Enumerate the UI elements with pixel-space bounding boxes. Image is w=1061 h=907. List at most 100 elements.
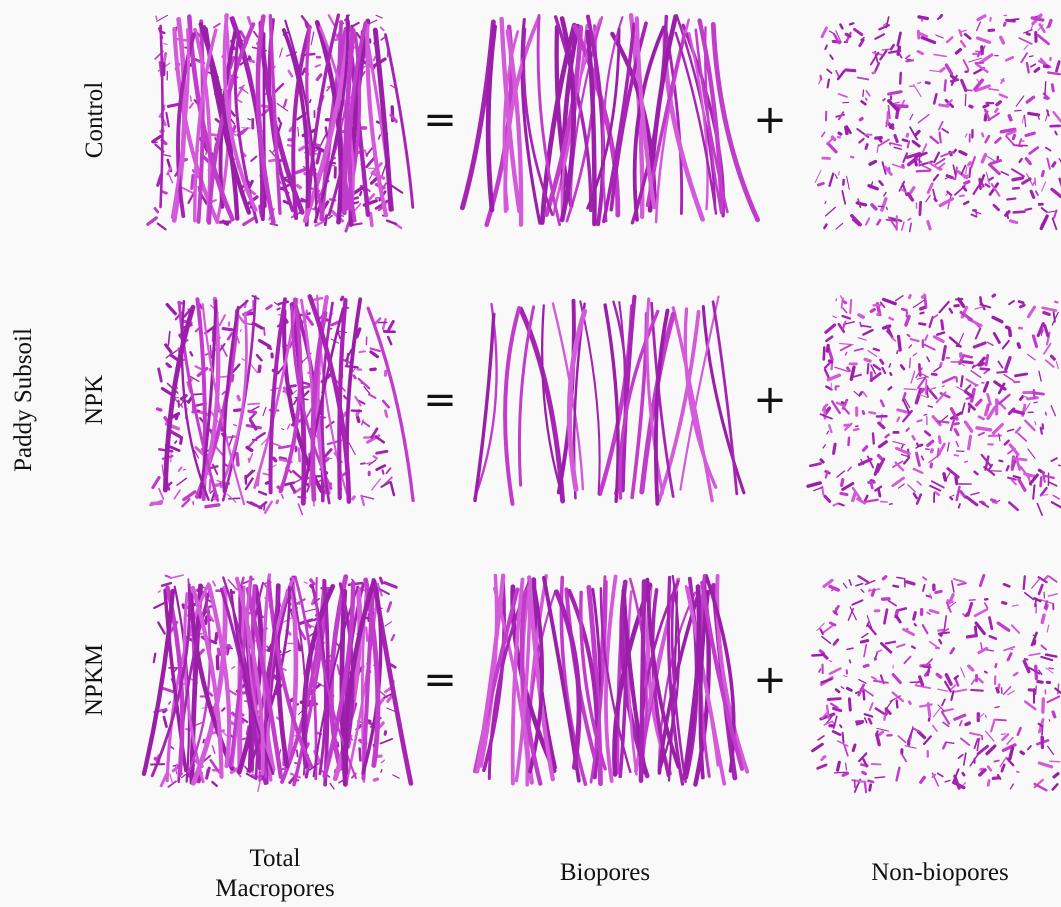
pore	[824, 348, 825, 360]
pore	[1041, 646, 1046, 650]
pore	[290, 128, 292, 131]
pore	[961, 376, 963, 386]
pore	[1053, 218, 1057, 229]
pore	[190, 96, 191, 101]
row-label: NPK	[81, 375, 109, 425]
pore	[814, 487, 822, 490]
pore	[849, 438, 850, 445]
pore	[861, 326, 870, 327]
pore	[908, 194, 912, 200]
pore	[1004, 584, 1009, 586]
pore	[928, 704, 930, 717]
pore	[986, 184, 990, 186]
pore	[148, 218, 156, 224]
pore	[1015, 110, 1022, 111]
pore	[854, 429, 858, 430]
pore	[840, 725, 842, 727]
pore	[1009, 116, 1011, 120]
pore	[505, 308, 519, 504]
pore	[998, 362, 1002, 368]
pore	[904, 389, 916, 390]
pore	[961, 30, 966, 31]
pore	[963, 773, 964, 775]
pore	[1053, 163, 1055, 166]
pore	[920, 677, 923, 685]
pore	[1033, 485, 1034, 498]
pore	[826, 337, 832, 341]
pore	[1025, 593, 1034, 600]
pore	[190, 103, 193, 107]
pore	[884, 715, 885, 719]
pore	[976, 385, 978, 386]
pore	[994, 205, 999, 210]
pore	[881, 414, 882, 423]
operator: =	[423, 97, 457, 143]
pore	[940, 199, 952, 206]
pore	[1034, 402, 1037, 403]
pore	[1016, 374, 1027, 376]
pore	[922, 666, 928, 667]
pore	[961, 668, 965, 678]
pore	[913, 300, 924, 307]
pore	[685, 309, 715, 487]
pore	[1018, 728, 1021, 735]
pore	[923, 585, 925, 591]
pore	[1014, 458, 1026, 460]
pore	[993, 295, 995, 296]
pore	[865, 496, 867, 501]
pore	[1021, 53, 1027, 62]
pore	[1008, 654, 1011, 660]
pore	[1028, 354, 1036, 359]
pore	[920, 164, 931, 169]
pore	[898, 33, 901, 46]
pore	[353, 497, 354, 499]
pore	[321, 134, 327, 145]
pore	[955, 423, 959, 424]
pore	[370, 20, 377, 23]
pore	[381, 739, 393, 744]
pore	[210, 480, 211, 491]
pore	[300, 147, 304, 150]
pore	[986, 731, 994, 740]
pore	[154, 654, 156, 663]
pore	[279, 118, 280, 122]
pore	[282, 495, 283, 498]
pore	[997, 102, 1000, 105]
pore	[385, 411, 387, 417]
pore	[978, 38, 990, 42]
pore	[1019, 38, 1032, 44]
operator: =	[423, 377, 457, 423]
pore	[298, 504, 302, 514]
pore	[897, 768, 900, 780]
pore	[206, 505, 219, 507]
pore	[1047, 159, 1050, 169]
pore	[372, 479, 381, 490]
pore	[821, 76, 822, 80]
pore	[293, 471, 301, 478]
pore	[861, 590, 864, 593]
pore	[359, 351, 365, 352]
pore	[383, 470, 384, 473]
pore	[1042, 182, 1046, 191]
pore	[251, 421, 256, 429]
pore	[259, 492, 266, 495]
pore	[979, 433, 984, 435]
pore	[946, 472, 950, 479]
pore	[1007, 199, 1015, 200]
pore	[846, 127, 847, 133]
pore	[167, 305, 175, 314]
pore	[813, 744, 823, 751]
pore	[828, 375, 839, 380]
pore	[939, 444, 944, 454]
pore	[963, 362, 972, 363]
pore	[275, 84, 283, 92]
pore	[977, 400, 982, 405]
pore	[1014, 212, 1025, 213]
pore	[371, 214, 372, 226]
pore	[950, 309, 952, 313]
pore	[1011, 649, 1013, 650]
pore	[822, 132, 825, 136]
pore	[175, 441, 177, 443]
pore	[280, 48, 283, 57]
pore	[223, 392, 226, 394]
